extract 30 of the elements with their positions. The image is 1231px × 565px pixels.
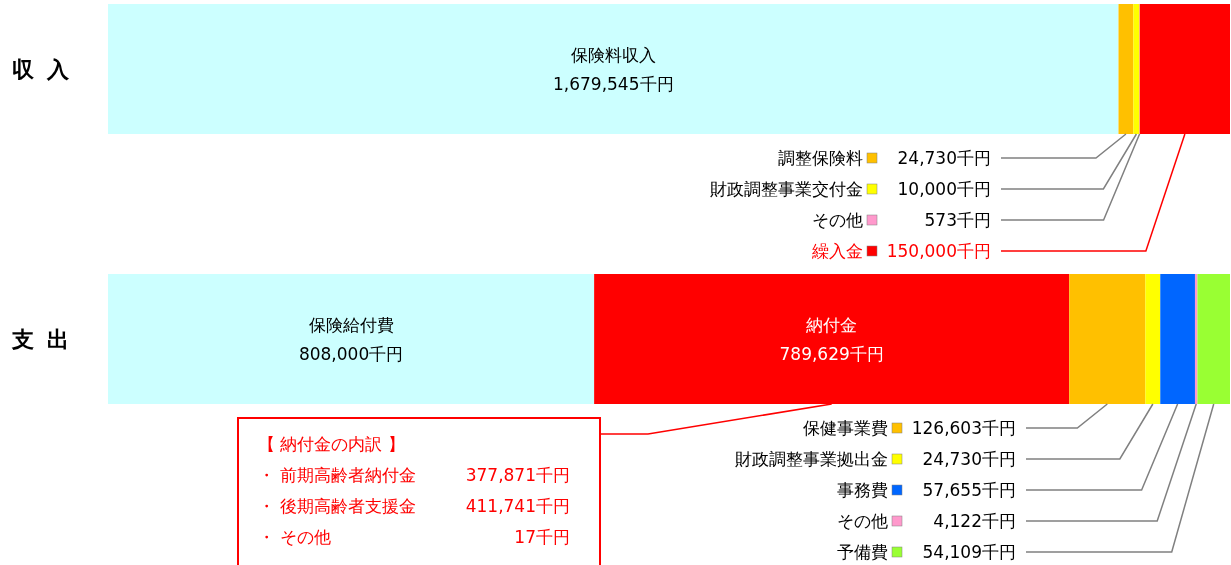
data-label: 126,603千円 — [911, 418, 1016, 438]
data-label: 573千円 — [924, 210, 991, 230]
data-label: 54,109千円 — [922, 542, 1016, 562]
data-label: 150,000千円 — [886, 241, 991, 261]
y-tick-label: 支出 — [11, 327, 83, 352]
text: ・ 前期高齢者納付金 377,871千円 — [258, 465, 570, 485]
legend-label: その他 — [812, 210, 863, 230]
data-label: 57,655千円 — [922, 480, 1016, 500]
text: ・ 後期高齢者支援金 411,741千円 — [258, 496, 570, 516]
y-tick-label: 収入 — [12, 57, 83, 82]
data-label: 10,000千円 — [897, 179, 991, 199]
legend-label: 財政調整事業交付金 — [710, 179, 863, 199]
data-label: 4,122千円 — [933, 511, 1016, 531]
series-label: 納付金 — [806, 315, 858, 335]
data-label: 24,730千円 — [922, 449, 1016, 469]
series-label: 保険給付費 — [308, 315, 394, 335]
legend-label: その他 — [837, 511, 888, 531]
text: ・ その他 17千円 — [258, 527, 570, 547]
data-label: 789,629千円 — [779, 344, 884, 364]
annotation: 【 納付金の内訳 】 — [258, 434, 405, 454]
series-label: 保険料収入 — [570, 45, 656, 65]
data-label: 24,730千円 — [897, 148, 991, 168]
legend-label: 繰入金 — [811, 241, 863, 261]
legend-label: 財政調整事業拠出金 — [735, 449, 888, 469]
legend-label: 調整保険料 — [778, 148, 863, 168]
legend-label: 事務費 — [837, 480, 888, 500]
legend-label: 予備費 — [837, 542, 888, 562]
data-label: 1,679,545千円 — [552, 74, 674, 94]
legend-label: 保健事業費 — [803, 418, 888, 438]
data-label: 808,000千円 — [298, 344, 404, 364]
